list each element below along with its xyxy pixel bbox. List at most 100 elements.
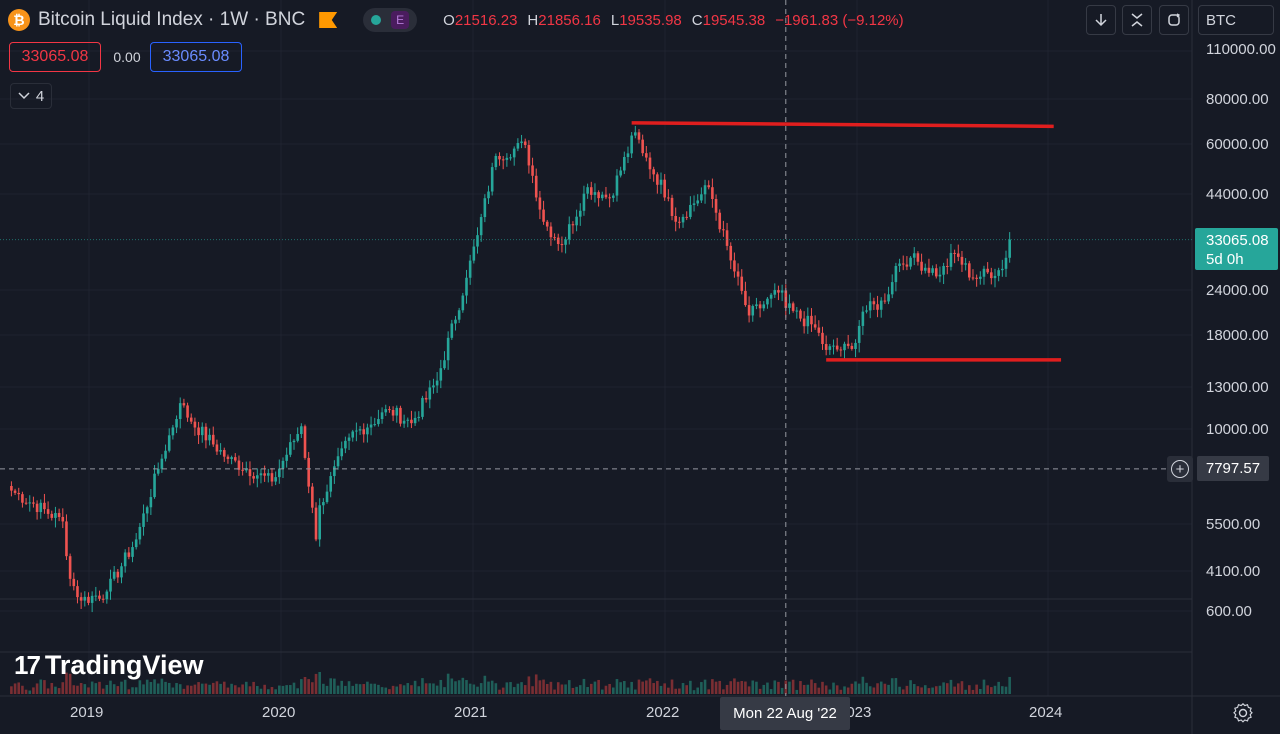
candle-body [615,175,619,196]
volume-bar [307,679,310,694]
flag-icon[interactable] [319,12,338,28]
volume-bar [138,680,142,694]
candle-body [87,596,90,603]
candle-body [296,434,299,441]
candle-body [333,466,336,477]
candle-body [432,385,435,388]
candle-body [857,325,861,343]
volume-bar [406,683,410,694]
candle-body [905,264,909,267]
candle-body [578,210,582,217]
candle-body [237,460,241,470]
candle-body [505,157,509,160]
volume-bar [1008,676,1011,694]
collapse-button[interactable] [1122,5,1152,35]
volume-bar [857,683,861,694]
volume-bar [923,685,927,694]
volume-bar [186,685,189,694]
volume-bar [325,685,329,694]
candle-body [648,157,652,170]
candle-body [259,473,263,476]
candle-body [498,155,501,160]
volume-bar [538,680,542,694]
candle-body [479,217,483,236]
volume-bar [410,685,413,694]
candle-body [428,387,432,400]
volume-bar [883,683,887,694]
candle-body [979,276,982,279]
candle-body [967,263,971,278]
volume-bar [366,681,369,694]
price-axis-label: 60000.00 [1206,136,1269,153]
candle-body [307,457,310,487]
candle-body [964,263,967,265]
candle-body [39,502,43,513]
volume-bar [391,685,395,694]
volume-bar [824,685,828,694]
volume-bar [329,678,333,694]
price-axis-label: 4100.00 [1206,563,1261,580]
candle-body [703,185,707,195]
volume-bar [21,685,24,694]
candle-body [942,265,945,275]
candle-body [10,486,13,491]
volume-bar [443,687,446,694]
candle-body [167,435,171,451]
volume-bar [395,686,399,694]
volume-bar [762,684,766,694]
candle-body [740,276,744,291]
candle-body [94,595,98,597]
refresh-button[interactable] [1159,5,1189,35]
volume-bar [233,685,237,694]
volume-bar [171,687,175,694]
volume-bar [476,686,479,694]
add-alert-button[interactable]: + [1167,456,1193,482]
candle-body [424,397,428,400]
candle-body [597,192,600,199]
candle-body [281,460,285,469]
volume-bar [472,684,476,694]
volume-bar [729,681,733,694]
volume-bar [578,685,582,694]
candle-body [824,344,828,350]
indicators-toggle[interactable]: 4 [10,83,52,109]
volume-bar [435,685,439,694]
currency-select[interactable]: BTC [1198,5,1274,35]
candle-body [21,494,24,503]
volume-bar [145,679,149,694]
volume-bar [975,684,978,694]
tradingview-logo[interactable]: 17 TradingView [14,650,203,681]
candle-body [670,197,674,216]
volume-bar [854,681,857,694]
volume-bar [149,682,153,694]
arrow-down-button[interactable] [1086,5,1116,35]
volume-bar [534,674,538,694]
gear-icon[interactable] [1232,702,1254,724]
volume-bar [454,681,457,694]
candle-body [879,300,883,310]
candle-body [718,212,722,230]
candle-body [468,260,472,278]
candle-body [733,260,736,272]
volume-bar [178,684,182,694]
candle-body [43,502,46,510]
candle-body [747,305,751,316]
sell-button[interactable]: 33065.08 [9,42,101,72]
market-status-pill[interactable]: E [363,8,418,32]
candle-body [832,345,835,347]
candle-body [61,516,65,522]
volume-bar [156,683,160,694]
candle-body [663,179,666,198]
candle-body [131,547,134,557]
candle-body [1008,239,1011,258]
volume-bar [527,676,531,694]
buy-button[interactable]: 33065.08 [150,42,242,72]
candle-body [986,268,989,273]
volume-bar [388,689,391,694]
volume-bar [109,680,112,694]
symbol-title[interactable]: Bitcoin Liquid Index · 1W · BNC [38,9,306,30]
candle-body [46,509,50,514]
candle-body [351,431,355,438]
volume-bar [567,680,571,694]
